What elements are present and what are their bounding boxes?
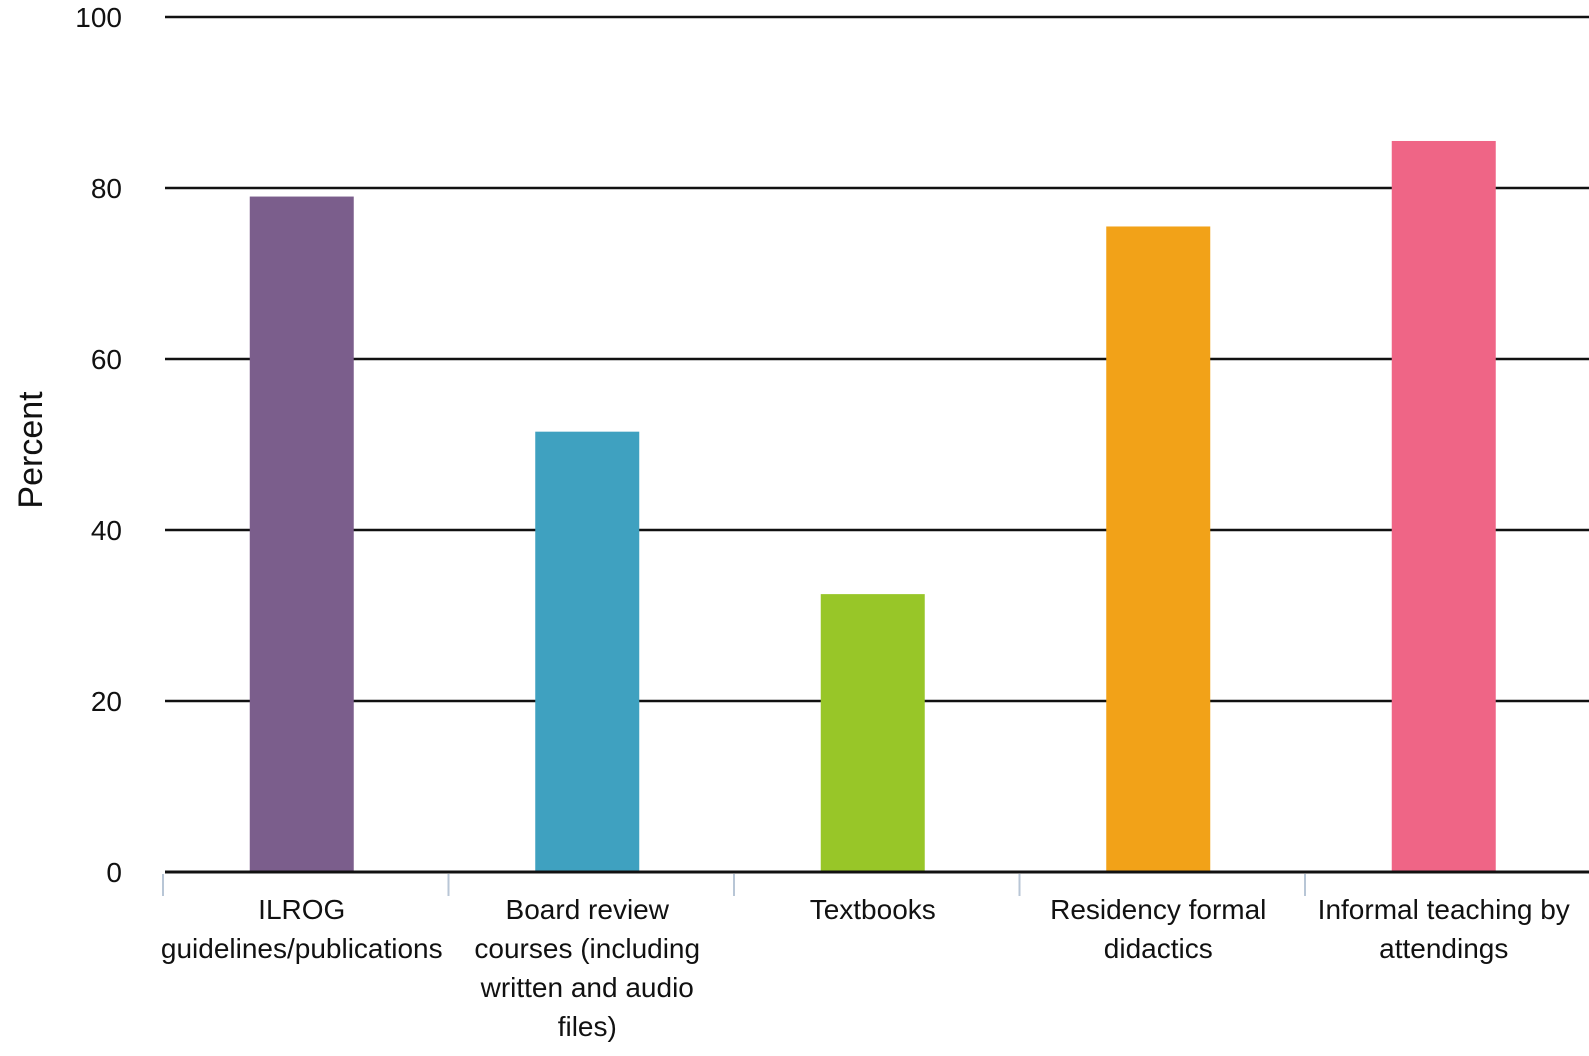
bars (249, 140, 1496, 873)
x-category-label: Textbooks (809, 894, 936, 925)
x-axis-ticks (162, 874, 1306, 896)
y-tick-label: 100 (75, 2, 122, 33)
y-tick-label: 80 (91, 173, 122, 204)
x-category-label: Residency formal didactics (1050, 894, 1267, 964)
x-category-label: Informal teaching by attendings (1317, 894, 1570, 964)
x-category-label: ILROG guidelines/publications (160, 894, 443, 964)
x-category-label: Board review courses (including written … (474, 894, 701, 1042)
bar (535, 431, 640, 872)
bar (1391, 140, 1496, 873)
y-axis-title: Percent (12, 391, 50, 509)
y-tick-label: 60 (91, 344, 122, 375)
y-axis-ticks: 0 20 40 60 80 100 (75, 2, 122, 888)
y-tick-label: 40 (91, 515, 122, 546)
y-tick-label: 20 (91, 686, 122, 717)
bar (1106, 226, 1211, 873)
bar (820, 594, 925, 872)
bar (249, 196, 354, 873)
y-tick-label: 0 (106, 857, 122, 888)
gridlines (165, 15, 1589, 703)
